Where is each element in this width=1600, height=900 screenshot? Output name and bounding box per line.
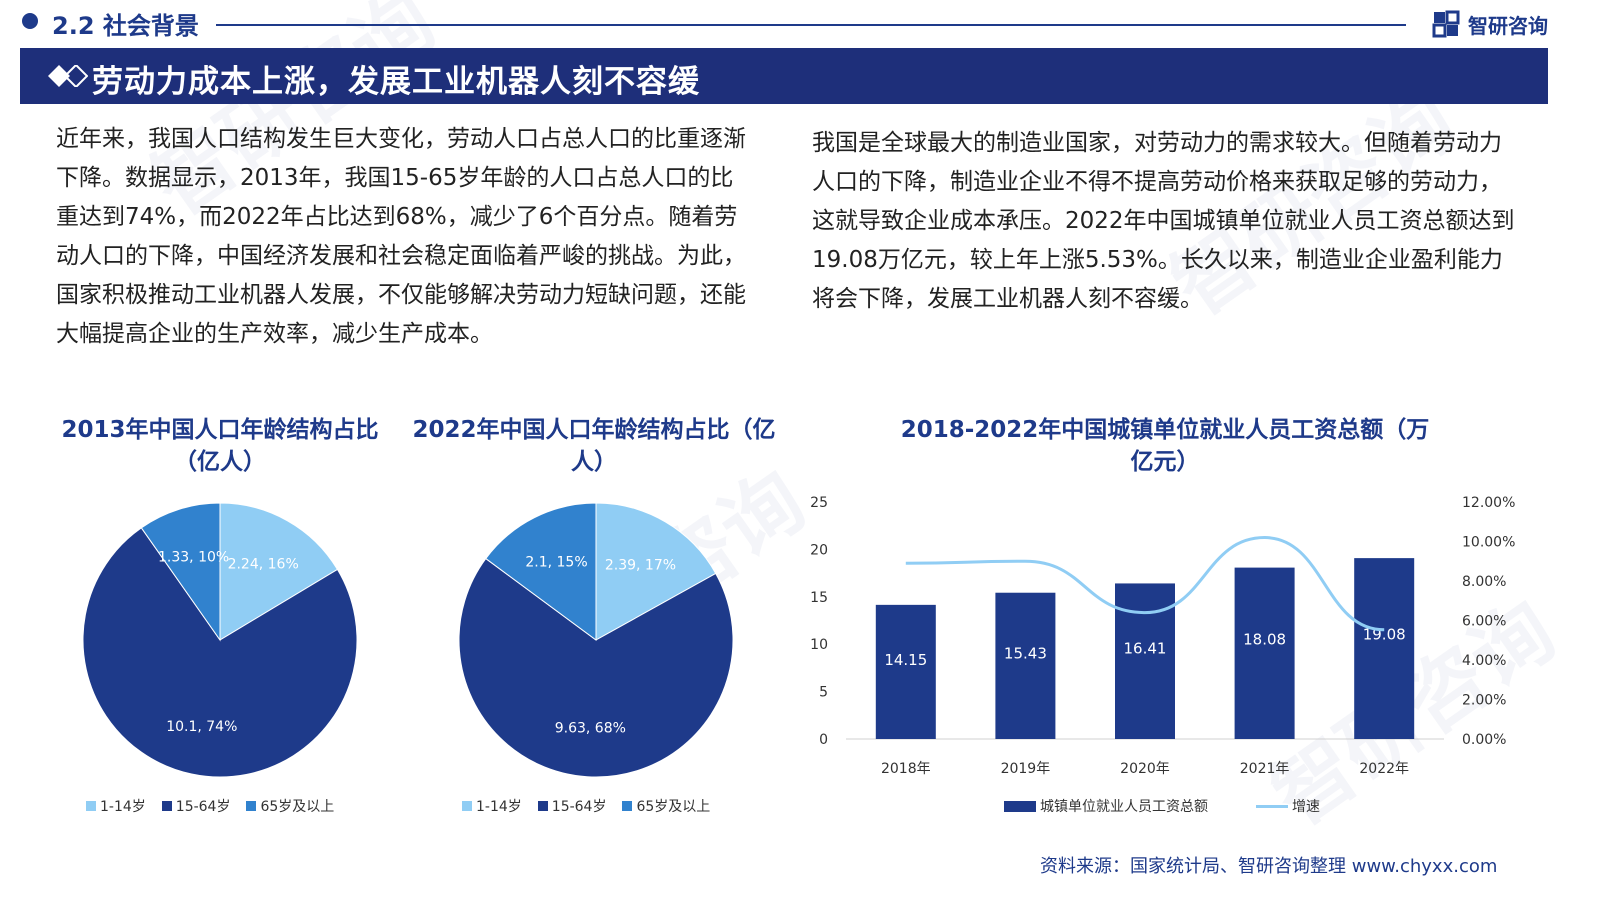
top-bar: 2.2 社会背景 智研咨询 xyxy=(0,0,1600,48)
pie-chart-2013: 2.24, 16% 10.1, 74% 1.33, 10% xyxy=(82,502,358,778)
pie-chart-2013-legend: 1-14岁 15-64岁 65岁及以上 xyxy=(86,796,334,816)
y2-tick-label: 0.00% xyxy=(1462,732,1506,748)
legend-label: 15-64岁 xyxy=(551,799,607,815)
legend-swatch xyxy=(622,801,633,811)
legend-label: 65岁及以上 xyxy=(260,799,335,815)
legend-swatch xyxy=(462,801,472,811)
pie-slice xyxy=(140,502,221,642)
pie-slice xyxy=(458,557,734,778)
y-tick-label: 5 xyxy=(819,685,828,701)
wage-chart-title: 2018-2022年中国城镇单位就业人员工资总额（万亿元） xyxy=(900,417,1430,475)
legend-item: 1-14岁 xyxy=(86,796,146,816)
diamond-icon xyxy=(48,65,88,87)
x-tick-label: 2019年 xyxy=(1001,761,1051,777)
legend-label: 65岁及以上 xyxy=(636,799,711,815)
section-title: 2.2 社会背景 xyxy=(52,12,199,40)
wage-chart-legend: 城镇单位就业人员工资总额 增速 xyxy=(1004,796,1320,816)
pie-chart-2013-title: 2013年中国人口年龄结构占比（亿人） xyxy=(61,417,379,475)
bar-data-label: 15.43 xyxy=(1004,645,1047,663)
pie-chart-2022-title: 2022年中国人口年龄结构占比（亿人） xyxy=(412,417,776,475)
x-tick-label: 2020年 xyxy=(1120,761,1170,777)
brand-name: 智研咨询 xyxy=(1468,14,1548,38)
legend-item: 65岁及以上 xyxy=(246,796,334,816)
legend-label: 1-14岁 xyxy=(476,799,522,815)
pie-data-label: 2.1, 15% xyxy=(525,555,587,571)
legend-swatch xyxy=(1256,804,1288,808)
wage-bar xyxy=(1234,567,1295,739)
pie-data-label: 2.39, 17% xyxy=(605,557,676,573)
banner-title: 劳动力成本上涨，发展工业机器人刻不容缓 xyxy=(92,64,700,100)
source-note: 资料来源：国家统计局、智研咨询整理 www.chyxx.com xyxy=(1040,856,1498,877)
y-tick-label: 25 xyxy=(810,495,828,511)
legend-item: 1-14岁 xyxy=(462,796,522,816)
wage-bar-line-chart: 0 5 10 15 20 25 0.00% 2.00% 4.00% 6.00% 8.00% 10.00… xyxy=(810,495,1515,777)
legend-swatch xyxy=(86,801,96,811)
y2-tick-label: 4.00% xyxy=(1462,653,1506,669)
brand-logo-icon xyxy=(1432,10,1460,38)
legend-swatch xyxy=(246,801,257,811)
title-banner: 劳动力成本上涨，发展工业机器人刻不容缓 xyxy=(20,48,1548,104)
legend-swatch xyxy=(537,801,548,811)
wage-bar xyxy=(875,604,936,739)
y-tick-label: 10 xyxy=(810,637,828,653)
legend-label: 15-64岁 xyxy=(175,799,231,815)
legend-label: 增速 xyxy=(1292,799,1320,815)
bar-data-label: 16.41 xyxy=(1124,639,1167,657)
y2-tick-label: 12.00% xyxy=(1462,495,1515,511)
pie-data-label: 9.63, 68% xyxy=(555,720,626,736)
y-tick-label: 0 xyxy=(819,732,828,748)
wage-bar xyxy=(1115,583,1175,739)
y2-tick-label: 2.00% xyxy=(1462,693,1506,709)
y2-tick-label: 8.00% xyxy=(1462,574,1506,590)
bar-data-label: 18.08 xyxy=(1243,631,1286,649)
legend-swatch xyxy=(1004,800,1036,812)
legend-item: 65岁及以上 xyxy=(622,796,710,816)
legend-label: 1-14岁 xyxy=(100,799,146,815)
wage-bar xyxy=(995,592,1056,739)
legend-swatch xyxy=(161,801,172,811)
pie-slice xyxy=(595,502,717,641)
pie-chart-2022-legend: 1-14岁 15-64岁 65岁及以上 xyxy=(462,796,710,816)
bar-data-label: 14.15 xyxy=(884,651,927,669)
y-tick-label: 20 xyxy=(810,542,828,558)
legend-item: 15-64岁 xyxy=(161,796,231,816)
pie-data-label: 1.33, 10% xyxy=(158,549,229,565)
y-tick-label: 15 xyxy=(810,590,828,606)
legend-item: 15-64岁 xyxy=(537,796,607,816)
legend-item: 城镇单位就业人员工资总额 xyxy=(1004,796,1208,816)
pie-data-label: 10.1, 74% xyxy=(166,719,237,735)
legend-label: 城镇单位就业人员工资总额 xyxy=(1040,799,1208,815)
pie-slice xyxy=(82,527,358,778)
y2-tick-label: 6.00% xyxy=(1462,614,1506,630)
x-tick-label: 2021年 xyxy=(1240,761,1290,777)
section-bullet-icon xyxy=(22,13,38,29)
pie-slice xyxy=(219,502,339,641)
growth-rate-line xyxy=(905,536,1385,632)
y2-tick-label: 10.00% xyxy=(1462,535,1515,551)
pie-data-label: 2.24, 16% xyxy=(228,557,299,573)
paragraph-right: 我国是全球最大的制造业国家，对劳动力的需求较大。但随着劳动力人口的下降，制造业企… xyxy=(812,130,1515,312)
x-tick-label: 2022年 xyxy=(1359,761,1409,777)
header-divider xyxy=(216,24,1406,26)
pie-chart-2022: 2.39, 17% 9.63, 68% 2.1, 15% xyxy=(458,502,734,778)
x-tick-label: 2018年 xyxy=(881,761,931,777)
pie-slice xyxy=(485,502,597,641)
paragraph-left: 近年来，我国人口结构发生巨大变化，劳动人口占总人口的比重逐渐下降。数据显示，20… xyxy=(56,126,746,347)
wage-bar xyxy=(1354,558,1415,739)
legend-item: 增速 xyxy=(1256,796,1320,816)
